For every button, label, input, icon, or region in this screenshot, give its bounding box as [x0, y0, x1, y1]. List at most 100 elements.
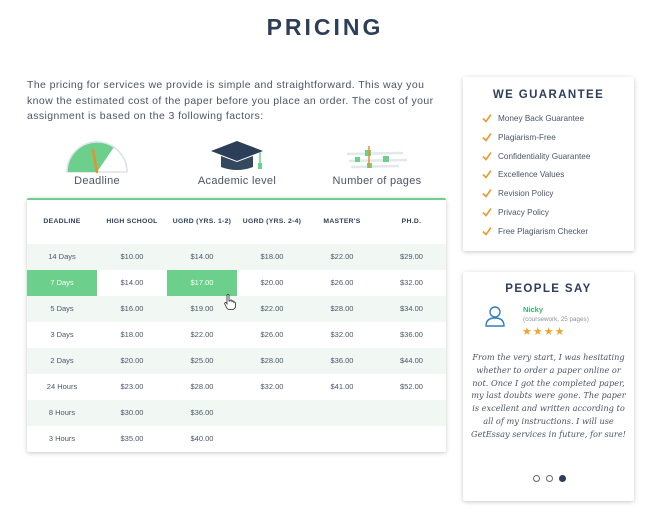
carousel-dot-1[interactable]: [533, 475, 540, 482]
guarantee-item-privacy-policy[interactable]: Privacy Policy: [482, 206, 632, 225]
check-icon: [482, 226, 492, 236]
price-cell[interactable]: $52.00: [400, 382, 423, 391]
price-cell[interactable]: $16.00: [120, 304, 144, 313]
price-cell[interactable]: $23.00: [120, 382, 144, 391]
guarantee-item-label: Free Plagiarism Checker: [498, 226, 589, 236]
deadline-cell[interactable]: 2 Days: [50, 356, 74, 365]
deadline-cell[interactable]: 8 Hours: [48, 408, 76, 417]
factor-deadline-label: Deadline: [74, 175, 120, 187]
price-cell[interactable]: $40.00: [190, 434, 214, 443]
factor-academic-level-label: Academic level: [197, 175, 277, 187]
user-icon: [485, 306, 505, 327]
pricing-factors: Deadline Academic level Number of pages: [27, 136, 447, 192]
deadline-cell[interactable]: 3 Days: [50, 330, 74, 339]
price-cell[interactable]: $26.00: [330, 278, 354, 287]
guarantee-item-label: Excellence Values: [498, 170, 565, 180]
price-cell[interactable]: $30.00: [120, 408, 144, 417]
table-header-row: DEADLINE HIGH SCHOOL UGRD (YRS. 1-2) UGR…: [27, 200, 446, 244]
guarantee-item-label: Money Back Guarantee: [498, 114, 585, 123]
price-cell[interactable]: $32.00: [260, 382, 284, 391]
price-cell[interactable]: $35.00: [120, 434, 144, 443]
guarantee-item-confidentiality[interactable]: Confidentiality Guarantee: [482, 150, 632, 169]
price-cell-selected[interactable]: $17.00: [167, 270, 237, 296]
reviewer-meta: (coursework, 25 pages): [523, 316, 589, 323]
price-cell[interactable]: $28.00: [190, 382, 214, 391]
price-cell[interactable]: $28.00: [260, 356, 284, 365]
review-text: From the very start, I was hesitating wh…: [471, 352, 626, 439]
price-cell[interactable]: $36.00: [190, 408, 214, 417]
gauge-icon: [66, 141, 128, 174]
factor-pages-label: Number of pages: [332, 175, 422, 187]
price-cell[interactable]: $22.00: [330, 252, 354, 261]
table-row: 3 Hours $35.00 $40.00: [27, 426, 446, 452]
price-cell[interactable]: $28.00: [330, 304, 354, 313]
pricing-table: DEADLINE HIGH SCHOOL UGRD (YRS. 1-2) UGR…: [27, 198, 446, 452]
factor-pages: Number of pages: [307, 136, 447, 192]
table-row: 5 Days $16.00 $19.00 $22.00 $28.00 $34.0…: [27, 296, 446, 322]
price-cell[interactable]: $14.00: [120, 278, 144, 287]
testimonials-card: PEOPLE SAY Nicky (coursework, 25 pages) …: [463, 272, 634, 501]
deadline-cell[interactable]: 3 Hours: [48, 434, 76, 443]
guarantee-card: WE GUARANTEE Money Back Guarantee Plagia…: [463, 77, 634, 251]
header-ugrd-1-2: UGRD (YRS. 1-2): [172, 218, 232, 225]
price-cell[interactable]: $29.00: [400, 252, 423, 261]
intro-text: The pricing for services we provide is s…: [27, 79, 434, 122]
guarantee-item-label: Confidentiality Guarantee: [498, 151, 591, 161]
price-cell[interactable]: $18.00: [120, 330, 144, 339]
guarantee-item-label: Plagiarism-Free: [498, 132, 556, 142]
check-icon: [482, 132, 492, 142]
deadline-cell[interactable]: 14 Days: [48, 252, 76, 261]
guarantee-item-label: Privacy Policy: [498, 207, 549, 217]
header-masters: MASTER'S: [323, 218, 361, 225]
check-icon: [482, 208, 492, 217]
price-cell[interactable]: $44.00: [400, 356, 423, 365]
table-row: 14 Days $10.00 $14.00 $18.00 $22.00 $29.…: [27, 244, 446, 270]
price-cell[interactable]: $18.00: [260, 252, 284, 261]
price-cell[interactable]: $41.00: [330, 382, 354, 391]
guarantee-item-money-back[interactable]: Money Back Guarantee: [482, 112, 632, 131]
factor-academic-level: Academic level: [167, 136, 307, 192]
factor-deadline: Deadline: [27, 136, 167, 192]
check-icon: [482, 170, 492, 180]
check-icon: [482, 189, 492, 198]
deadline-cell-selected[interactable]: 7 Days: [27, 270, 97, 296]
guarantee-item-plagiarism-free[interactable]: Plagiarism-Free: [482, 131, 632, 150]
price-cell[interactable]: $22.00: [190, 330, 214, 339]
price-cell[interactable]: $26.00: [260, 330, 284, 339]
guarantee-title: WE GUARANTEE: [492, 89, 605, 101]
price-cell: [307, 400, 377, 426]
price-cell[interactable]: $20.00: [260, 278, 284, 287]
price-cell: [237, 426, 307, 452]
price-cell[interactable]: $36.00: [330, 356, 354, 365]
price-cell: [377, 400, 446, 426]
carousel-dot-3[interactable]: [559, 475, 566, 482]
table-row: 3 Days $18.00 $22.00 $26.00 $32.00 $36.0…: [27, 322, 446, 348]
deadline-cell[interactable]: 5 Days: [50, 304, 74, 313]
pages-slider-icon: [346, 146, 408, 169]
price-cell[interactable]: $36.00: [400, 330, 423, 339]
deadline-cell[interactable]: 24 Hours: [46, 382, 78, 391]
header-ugrd-2-4: UGRD (YRS. 2-4): [242, 218, 302, 225]
price-cell[interactable]: $10.00: [120, 252, 144, 261]
guarantee-item-plagiarism-checker[interactable]: Free Plagiarism Checker: [482, 225, 632, 244]
guarantee-item-excellence[interactable]: Excellence Values: [482, 168, 632, 187]
page-title: PRICING: [266, 14, 384, 40]
price-cell[interactable]: $32.00: [330, 330, 354, 339]
price-cell[interactable]: $34.00: [400, 304, 423, 313]
price-cell[interactable]: $14.00: [190, 252, 214, 261]
header-deadline: DEADLINE: [43, 218, 81, 225]
table-row: 2 Days $20.00 $25.00 $28.00 $36.00 $44.0…: [27, 348, 446, 374]
price-cell[interactable]: $25.00: [190, 356, 214, 365]
reviewer-name: Nicky: [523, 305, 544, 314]
testimonials-title: PEOPLE SAY: [505, 283, 592, 295]
price-cell[interactable]: $19.00: [190, 304, 214, 313]
table-row: 24 Hours $23.00 $28.00 $32.00 $41.00 $52…: [27, 374, 446, 400]
price-cell[interactable]: $20.00: [120, 356, 144, 365]
price-cell: [237, 400, 307, 426]
price-cell[interactable]: $32.00: [400, 278, 423, 287]
guarantee-item-revision-policy[interactable]: Revision Policy: [482, 187, 632, 206]
price-cell[interactable]: $22.00: [260, 304, 284, 313]
check-icon: [482, 114, 492, 123]
header-phd: PH.D.: [401, 218, 422, 225]
carousel-dot-2[interactable]: [546, 475, 553, 482]
